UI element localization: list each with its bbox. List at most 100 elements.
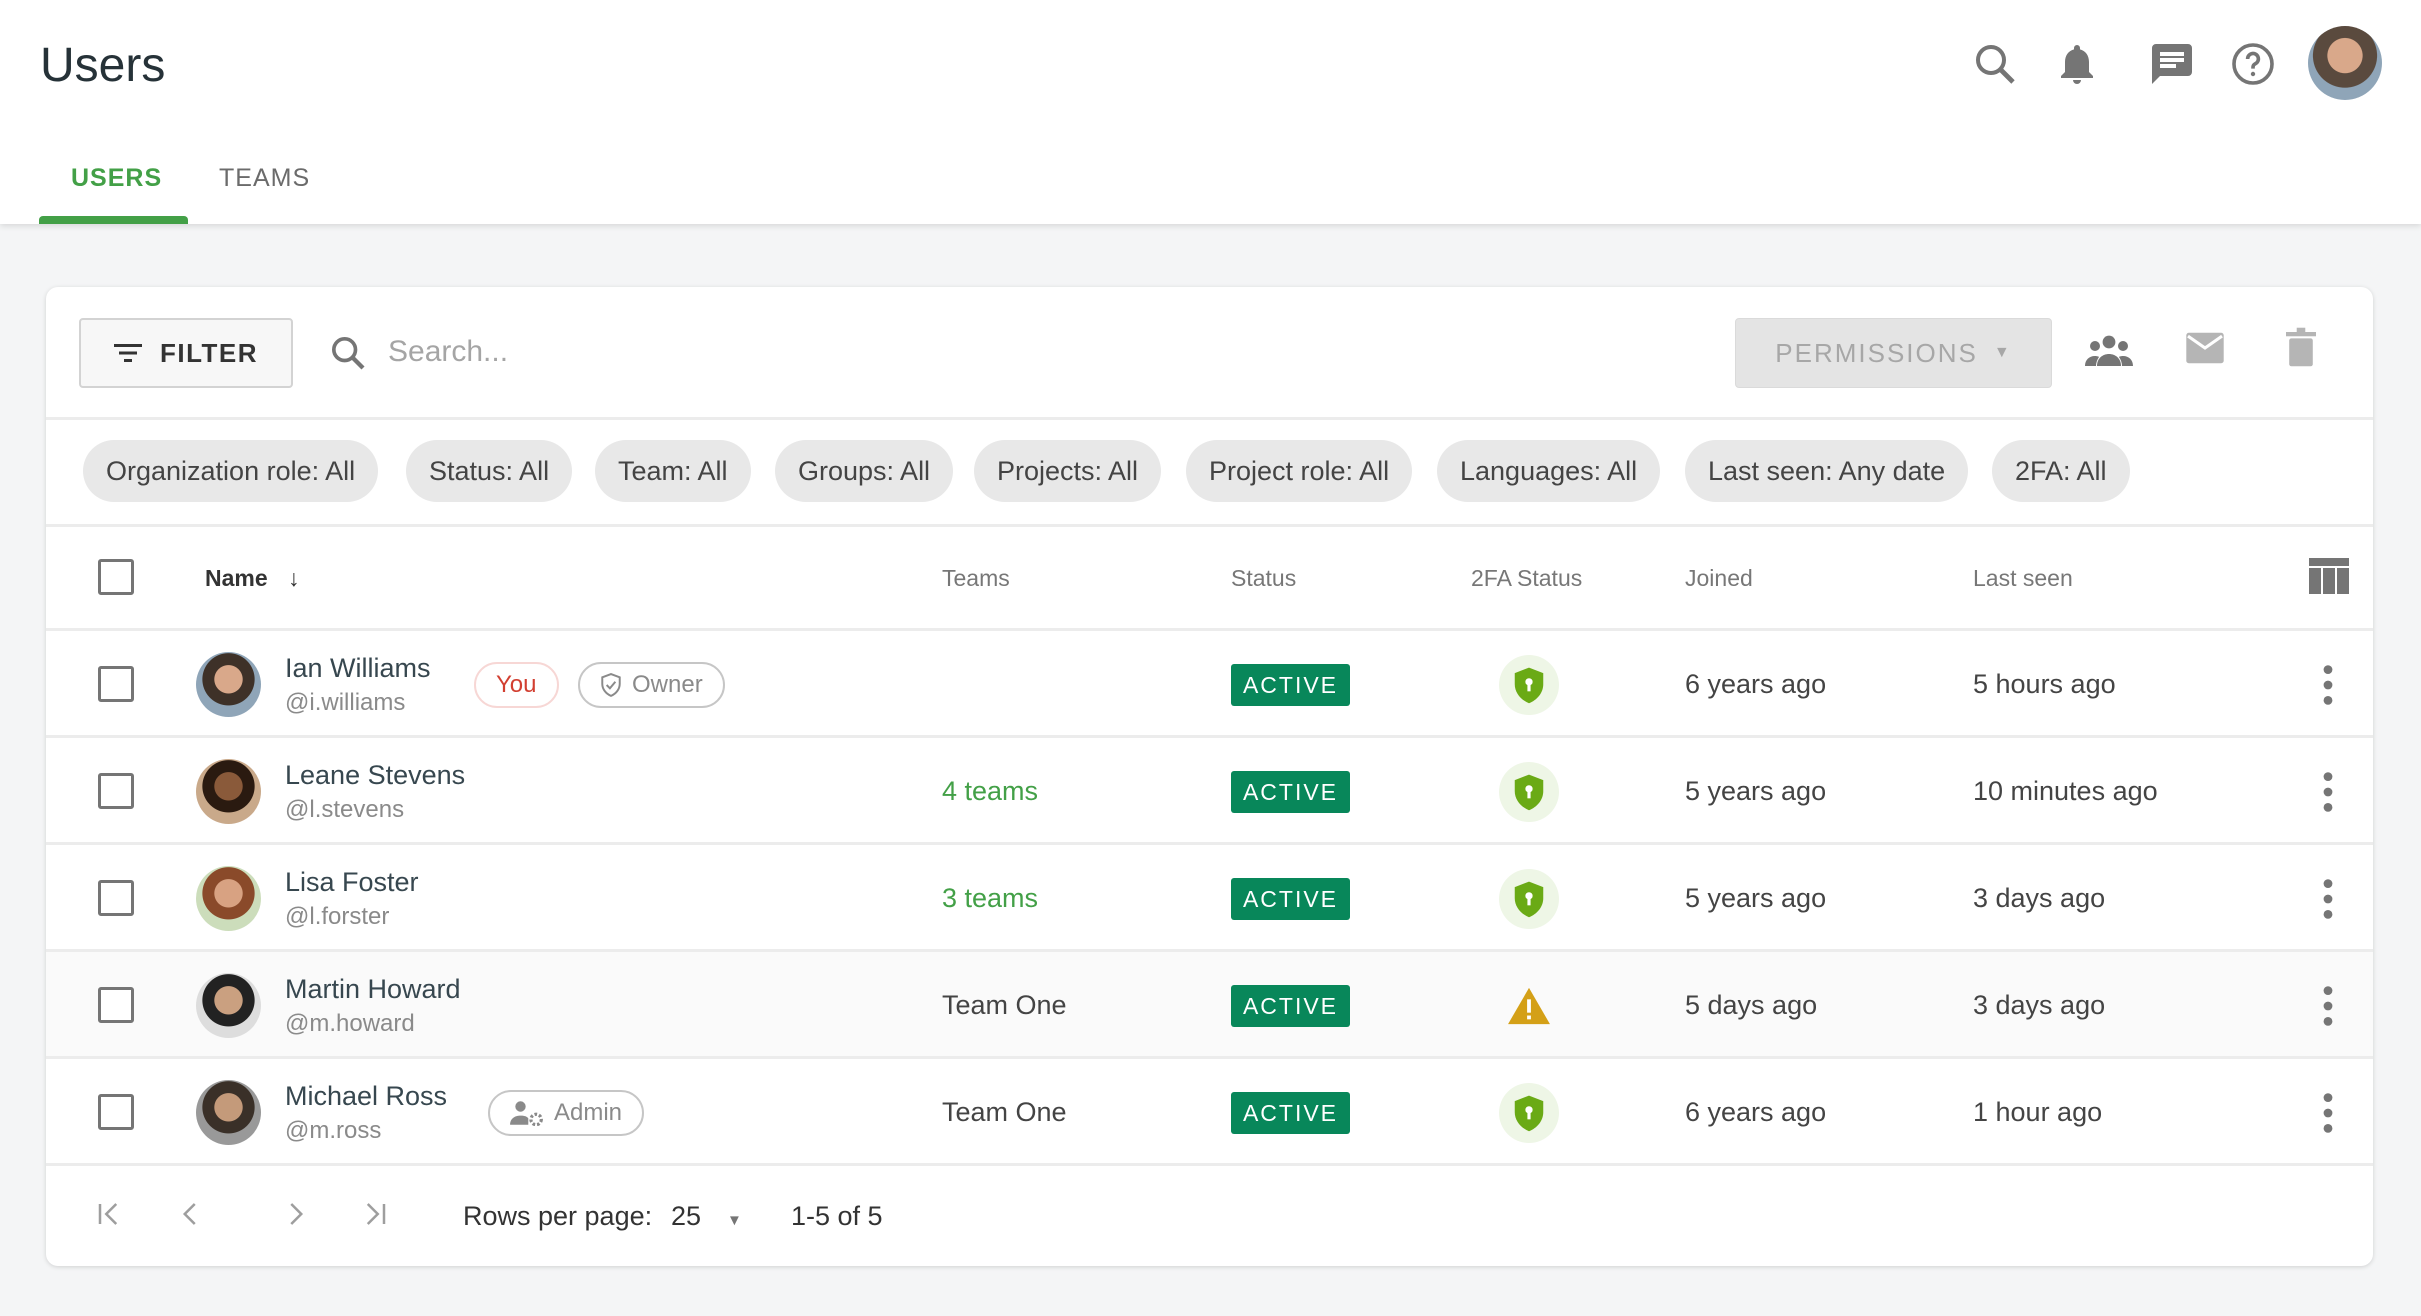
last-seen: 3 days ago xyxy=(1973,990,2106,1020)
first-page-icon[interactable] xyxy=(95,1199,125,1229)
avatar xyxy=(196,973,261,1038)
previous-page-icon[interactable] xyxy=(176,1199,206,1229)
arrow-down-icon: ↓ xyxy=(288,565,300,591)
user-gear-icon xyxy=(510,1101,543,1126)
trash-icon[interactable] xyxy=(2286,327,2316,367)
search-icon xyxy=(332,337,365,370)
joined: 6 years ago xyxy=(1685,669,1827,699)
pagination-range: 1-5 of 5 xyxy=(791,1201,883,1231)
user-teams[interactable]: 3 teams xyxy=(942,883,1039,913)
2fa-status xyxy=(1499,655,1559,715)
table-row[interactable]: Lisa Foster @l.forster 3 teams ACTIVE 5 … xyxy=(46,845,2373,952)
row-checkbox[interactable] xyxy=(98,987,134,1023)
chevron-down-icon: ▼ xyxy=(1993,344,2012,361)
last-page-icon[interactable] xyxy=(359,1199,389,1229)
user-name[interactable]: Lisa Foster xyxy=(285,867,419,897)
role-badge-admin: Admin xyxy=(488,1090,645,1136)
user-name[interactable]: Martin Howard xyxy=(285,974,461,1004)
you-badge: You xyxy=(474,662,559,708)
search-input[interactable] xyxy=(388,327,1288,377)
avatar xyxy=(196,866,261,931)
tab-users[interactable]: USERS xyxy=(71,164,163,192)
chip-last-seen[interactable]: Last seen: Any date xyxy=(1685,440,1969,502)
shield-lock-icon xyxy=(1514,1095,1544,1132)
shield-check-icon xyxy=(601,673,621,697)
row-checkbox[interactable] xyxy=(98,773,134,809)
permissions-button[interactable]: PERMISSIONS ▼ xyxy=(1735,318,2052,388)
users-table-card: FILTER PERMISSIONS ▼ Organization role: … xyxy=(46,287,2373,1266)
columns-icon[interactable] xyxy=(2309,558,2349,594)
help-icon[interactable] xyxy=(2229,40,2277,88)
more-vert-icon[interactable] xyxy=(2316,663,2340,707)
group-icon[interactable] xyxy=(2083,332,2135,372)
chat-icon[interactable] xyxy=(2148,40,2196,88)
next-page-icon[interactable] xyxy=(280,1199,310,1229)
rows-per-page-label: Rows per page: xyxy=(463,1201,653,1231)
avatar xyxy=(196,759,261,824)
divider xyxy=(46,628,2373,631)
chip-team[interactable]: Team: All xyxy=(595,440,751,502)
chip-organization-role[interactable]: Organization role: All xyxy=(83,440,379,502)
user-handle: @l.stevens xyxy=(285,796,405,823)
table-row[interactable]: Leane Stevens @l.stevens 4 teams ACTIVE … xyxy=(46,738,2373,845)
search-icon[interactable] xyxy=(1971,40,2019,88)
user-handle: @m.ross xyxy=(285,1117,382,1144)
2fa-status xyxy=(1499,762,1559,822)
column-header-status[interactable]: Status xyxy=(1231,565,1297,591)
column-header-last-seen[interactable]: Last seen xyxy=(1973,565,2073,591)
user-name[interactable]: Leane Stevens xyxy=(285,760,466,790)
chip-groups[interactable]: Groups: All xyxy=(775,440,954,502)
mail-icon[interactable] xyxy=(2184,331,2226,365)
avatar xyxy=(196,652,261,717)
avatar xyxy=(196,1080,261,1145)
more-vert-icon[interactable] xyxy=(2316,1091,2340,1135)
user-teams[interactable]: 4 teams xyxy=(942,776,1039,806)
shield-lock-icon xyxy=(1514,774,1544,811)
filter-button[interactable]: FILTER xyxy=(79,318,293,388)
more-vert-icon[interactable] xyxy=(2316,984,2340,1028)
user-handle: @l.forster xyxy=(285,903,390,930)
permissions-label: PERMISSIONS xyxy=(1775,337,1978,368)
status-badge: ACTIVE xyxy=(1231,771,1350,813)
row-checkbox[interactable] xyxy=(98,666,134,702)
shield-lock-icon xyxy=(1514,881,1544,918)
user-name[interactable]: Michael Ross xyxy=(285,1081,448,1111)
rows-per-page-select[interactable]: 25 ▼ xyxy=(671,1201,742,1232)
column-header-joined[interactable]: Joined xyxy=(1685,565,1753,591)
filter-label: FILTER xyxy=(159,337,259,368)
user-name[interactable]: Ian Williams xyxy=(285,653,431,683)
user-handle: @m.howard xyxy=(285,1010,415,1037)
user-avatar[interactable] xyxy=(2308,26,2382,100)
column-header-name[interactable]: Name ↓ xyxy=(205,565,300,592)
role-badge-owner: Owner xyxy=(578,662,725,708)
role-label: Owner xyxy=(632,671,703,698)
chip-languages[interactable]: Languages: All xyxy=(1437,440,1661,502)
2fa-status xyxy=(1499,869,1559,929)
divider xyxy=(46,524,2373,527)
row-checkbox[interactable] xyxy=(98,880,134,916)
table-row[interactable]: Martin Howard @m.howard Team One ACTIVE … xyxy=(46,952,2373,1059)
2fa-status xyxy=(1499,976,1559,1036)
last-seen: 3 days ago xyxy=(1973,883,2106,913)
chip-2fa[interactable]: 2FA: All xyxy=(1992,440,2130,502)
bell-icon[interactable] xyxy=(2053,40,2101,88)
row-checkbox[interactable] xyxy=(98,1094,134,1130)
status-badge: ACTIVE xyxy=(1231,985,1350,1027)
joined: 6 years ago xyxy=(1685,1097,1827,1127)
last-seen: 1 hour ago xyxy=(1973,1097,2103,1127)
joined: 5 years ago xyxy=(1685,883,1827,913)
table-row[interactable]: Ian Williams @i.williams You Owner ACTIVE… xyxy=(46,631,2373,738)
table-row[interactable]: Michael Ross @m.ross Admin Team One ACTI… xyxy=(46,1059,2373,1166)
chip-projects[interactable]: Projects: All xyxy=(974,440,1162,502)
user-handle: @i.williams xyxy=(285,689,406,716)
last-seen: 10 minutes ago xyxy=(1973,776,2158,806)
select-all-checkbox[interactable] xyxy=(98,559,134,595)
tab-teams[interactable]: TEAMS xyxy=(219,164,311,192)
more-vert-icon[interactable] xyxy=(2316,770,2340,814)
column-header-teams[interactable]: Teams xyxy=(942,565,1010,591)
chip-status[interactable]: Status: All xyxy=(406,440,573,502)
status-badge: ACTIVE xyxy=(1231,878,1350,920)
chip-project-role[interactable]: Project role: All xyxy=(1186,440,1413,502)
more-vert-icon[interactable] xyxy=(2316,877,2340,921)
column-header-2fa[interactable]: 2FA Status xyxy=(1471,565,1583,591)
